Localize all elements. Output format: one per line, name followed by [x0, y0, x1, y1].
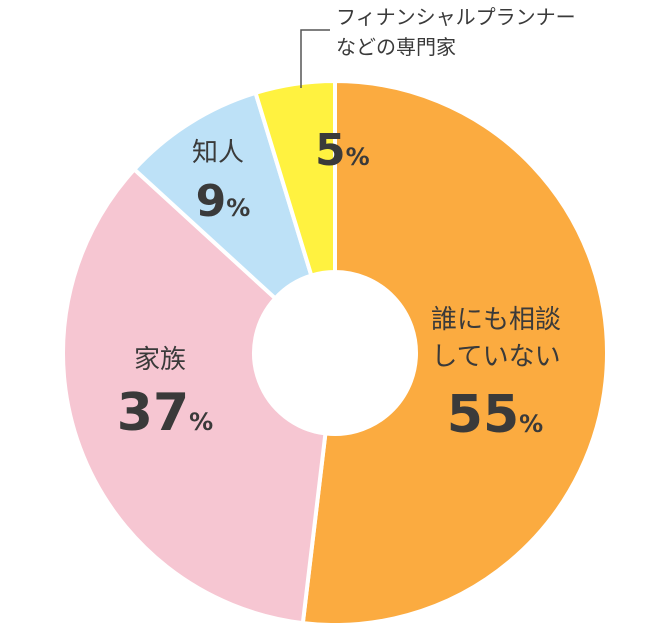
slice-1-percent: 55% — [447, 385, 543, 445]
slice-3-percent-value: 9 — [196, 176, 227, 227]
slice-2-percent-value: 37 — [117, 383, 189, 443]
slice-3-percent-unit: % — [226, 194, 250, 222]
slice-1-percent-unit: % — [519, 410, 543, 438]
slice-3-percent: 9% — [196, 176, 251, 227]
slice-4-percent-value: 5 — [315, 125, 346, 176]
slice-1-percent-value: 55 — [447, 385, 519, 445]
slice-2-percent: 37% — [117, 383, 213, 443]
slice-4 — [253, 79, 337, 278]
slice-1-label-line-2: していない — [431, 342, 560, 372]
slice-1-label-line-1: 誰にも相談 — [431, 305, 561, 335]
slice-4-percent-unit: % — [346, 143, 370, 171]
slice-3 — [132, 90, 314, 301]
slice-2-percent-unit: % — [189, 408, 213, 436]
slice-2-label-line-1: 家族 — [134, 345, 186, 375]
donut-slices — [61, 79, 609, 623]
slice-2 — [61, 167, 328, 623]
slice-4-label-line-2: などの専門家 — [336, 35, 456, 59]
slice-3-label-line-1: 知人 — [192, 138, 244, 168]
slice-4-label-line-1: フィナンシャルプランナー — [336, 5, 576, 29]
slice-4-percent: 5% — [315, 125, 370, 176]
slice-4-leader-line — [300, 29, 330, 88]
slice-1 — [300, 79, 609, 623]
